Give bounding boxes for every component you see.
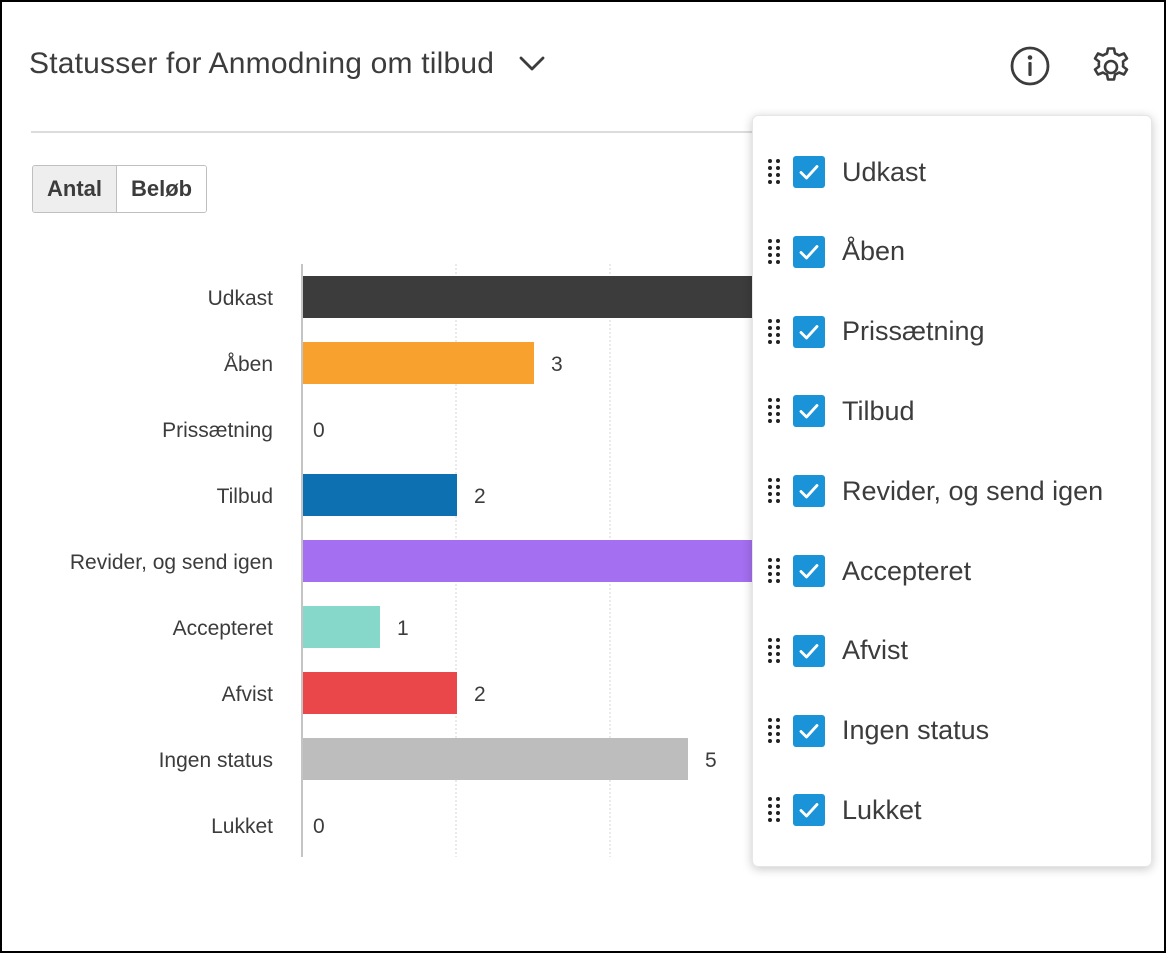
gear-icon[interactable]	[1089, 44, 1133, 88]
chart-bar[interactable]	[303, 474, 457, 516]
toggle-antal-button[interactable]: Antal	[33, 166, 116, 212]
chart-data-label: 2	[474, 683, 486, 706]
chart-category-label: Afvist	[222, 683, 274, 706]
checkmark-icon	[799, 244, 819, 260]
status-filter-item[interactable]: Åben	[753, 232, 1151, 272]
status-checkbox[interactable]	[793, 156, 825, 188]
chart-bar[interactable]	[303, 276, 762, 318]
info-icon[interactable]	[1008, 44, 1052, 88]
status-filter-item[interactable]: Accepteret	[753, 551, 1151, 591]
chart-category-label: Udkast	[208, 287, 274, 310]
drag-handle-icon[interactable]	[765, 715, 783, 747]
widget-title: Statusser for Anmodning om tilbud	[29, 47, 495, 80]
status-filter-label: Ingen status	[842, 715, 990, 746]
chart-bar[interactable]	[303, 672, 457, 714]
status-checkbox[interactable]	[793, 235, 825, 268]
chart-bar[interactable]	[303, 738, 688, 780]
status-checkbox[interactable]	[793, 475, 825, 508]
chart-data-label: 0	[313, 419, 325, 442]
drag-handle-icon[interactable]	[765, 475, 783, 507]
chart-category-label: Revider, og send igen	[70, 551, 273, 574]
drag-handle-icon[interactable]	[765, 794, 783, 826]
status-filter-item[interactable]: Ingen status	[753, 711, 1151, 751]
widget-header: Statusser for Anmodning om tilbud	[29, 32, 546, 96]
status-checkbox[interactable]	[793, 315, 825, 348]
drag-handle-icon[interactable]	[765, 555, 783, 587]
metric-toggle: Antal Beløb	[32, 165, 208, 213]
chart-category-label: Åben	[224, 353, 273, 376]
status-filter-popover: Udkast Åben Prissætning Tilbud Revider, og s…	[752, 115, 1152, 867]
checkmark-icon	[799, 723, 819, 738]
status-filter-item[interactable]: Afvist	[753, 631, 1151, 671]
status-filter-label: Afvist	[842, 635, 909, 666]
chart-category-label: Ingen status	[159, 749, 273, 772]
status-filter-label: Lukket	[842, 794, 922, 825]
drag-handle-icon[interactable]	[765, 395, 783, 427]
chart-category-label: Prissætning	[162, 419, 273, 442]
chart-category-label: Lukket	[211, 815, 273, 838]
drag-handle-icon[interactable]	[765, 635, 783, 667]
status-checkbox[interactable]	[793, 794, 825, 827]
checkmark-icon	[799, 564, 819, 579]
header-divider	[31, 131, 761, 133]
chevron-down-icon[interactable]	[518, 50, 546, 78]
status-checkbox[interactable]	[793, 634, 825, 667]
status-filter-label: Accepteret	[842, 555, 972, 586]
chart-data-label: 3	[551, 353, 563, 376]
status-filter-label: Prissætning	[842, 316, 985, 347]
checkmark-icon	[799, 165, 819, 180]
status-filter-item[interactable]: Lukket	[753, 790, 1151, 830]
status-filter-item[interactable]: Tilbud	[753, 391, 1151, 431]
checkmark-icon	[799, 484, 819, 499]
status-checkbox[interactable]	[793, 714, 825, 747]
drag-handle-icon[interactable]	[765, 156, 783, 188]
checkmark-icon	[799, 643, 819, 659]
checkmark-icon	[799, 324, 819, 339]
checkmark-icon	[799, 803, 819, 818]
drag-handle-icon[interactable]	[765, 316, 783, 348]
drag-handle-icon[interactable]	[765, 236, 783, 268]
chart-bar[interactable]	[303, 540, 762, 582]
chart-data-label: 2	[474, 485, 486, 508]
status-filter-label: Åben	[842, 236, 906, 267]
status-bar-chart: Udkast Åben 3 Prissætning 0 Tilbud 2 Revider, o…	[2, 252, 762, 872]
toggle-belob-button[interactable]: Beløb	[116, 166, 207, 212]
status-filter-item[interactable]: Prissætning	[753, 312, 1151, 352]
chart-category-label: Tilbud	[217, 485, 273, 508]
chart-bar[interactable]	[303, 606, 380, 648]
chart-data-label: 0	[313, 815, 325, 838]
status-filter-item[interactable]: Revider, og send igen	[753, 471, 1151, 511]
chart-data-label: 1	[397, 617, 409, 640]
checkmark-icon	[799, 404, 819, 419]
chart-data-label: 5	[705, 749, 717, 772]
chart-category-label: Accepteret	[173, 617, 274, 640]
status-filter-label: Revider, og send igen	[842, 475, 1104, 506]
status-checkbox[interactable]	[793, 555, 825, 587]
status-filter-label: Tilbud	[842, 395, 915, 426]
status-filter-item[interactable]: Udkast	[753, 152, 1151, 192]
status-filter-label: Udkast	[842, 156, 927, 187]
chart-bar[interactable]	[303, 342, 534, 384]
chart-canvas: Udkast Åben 3 Prissætning 0 Tilbud 2 Revider, o…	[70, 264, 762, 857]
status-checkbox[interactable]	[793, 395, 825, 428]
